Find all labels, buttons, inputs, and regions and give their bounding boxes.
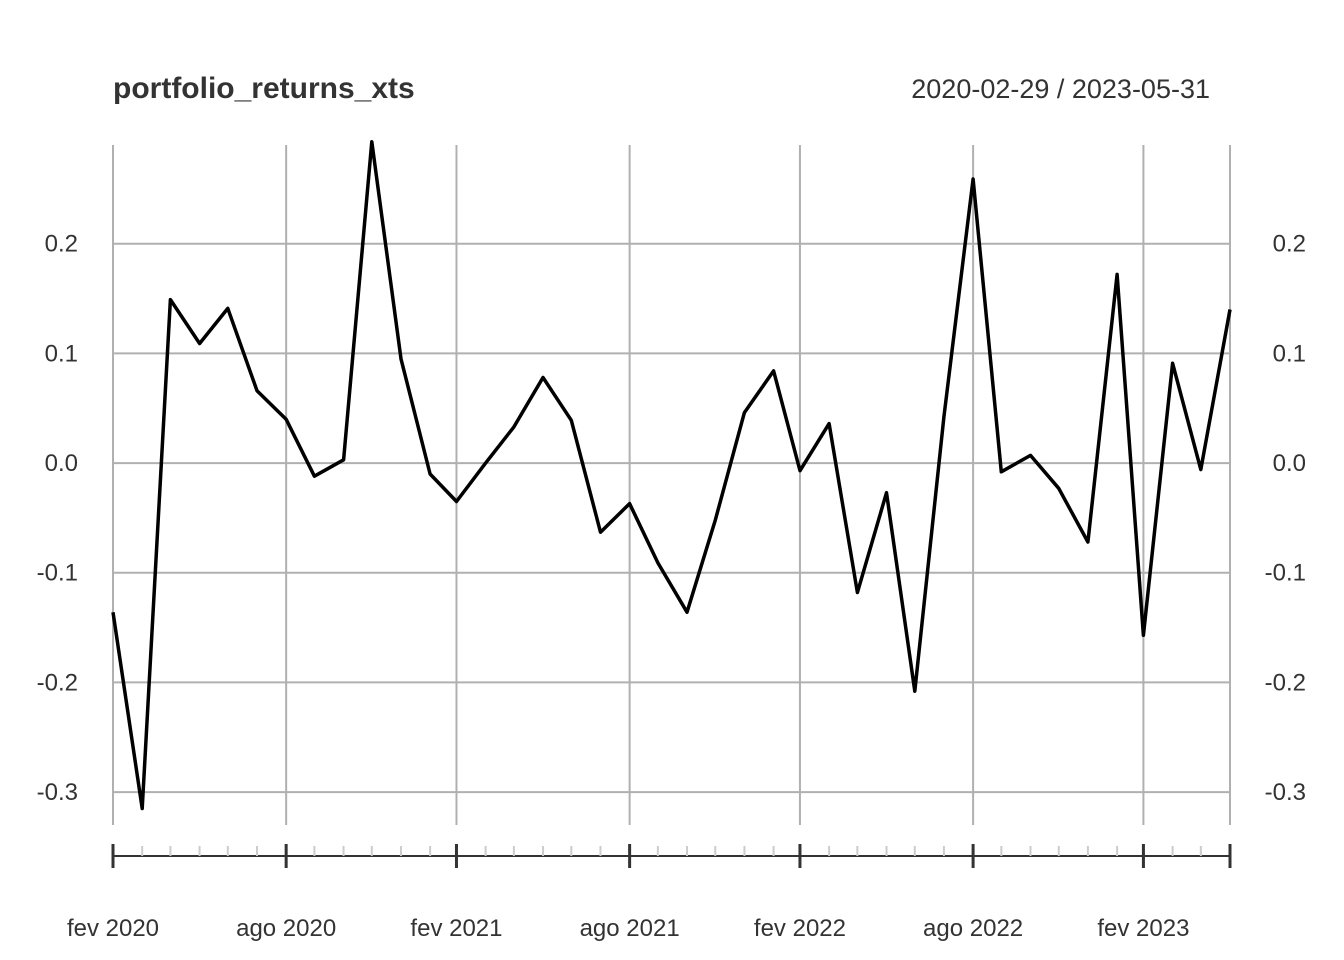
y-axis-left: -0.3 -0.2 -0.1 0.0 0.1 0.2 [37, 231, 78, 806]
y-tick-label-left: -0.3 [37, 779, 78, 806]
x-tick-label: ago 2022 [923, 915, 1023, 942]
x-tick-label: fev 2021 [410, 915, 502, 942]
y-tick-label-right: 0.2 [1273, 231, 1306, 258]
x-tick-label: fev 2022 [754, 915, 846, 942]
y-tick-label-left: -0.1 [37, 560, 78, 587]
x-tick-label: fev 2023 [1097, 915, 1189, 942]
series-line [111, 139, 1232, 811]
y-tick-label-right: -0.2 [1265, 669, 1306, 696]
y-tick-label-right: -0.1 [1265, 560, 1306, 587]
y-tick-label-right: -0.3 [1265, 779, 1306, 806]
y-tick-label-right: 0.1 [1273, 340, 1306, 367]
y-tick-label-left: 0.1 [45, 340, 78, 367]
grid [112, 145, 1231, 825]
x-tick-label: ago 2021 [580, 915, 680, 942]
chart-title: portfolio_returns_xts [113, 72, 415, 105]
x-tick-label: fev 2020 [67, 915, 159, 942]
y-tick-label-left: 0.0 [45, 450, 78, 477]
y-tick-label-right: 0.0 [1273, 450, 1306, 477]
y-tick-label-left: -0.2 [37, 669, 78, 696]
x-axis: fev 2020 ago 2020 fev 2021 ago 2021 fev 2022… [67, 844, 1232, 942]
date-range: 2020-02-29 / 2023-05-31 [911, 74, 1210, 104]
series-layer [111, 139, 1232, 811]
y-axis-right: -0.3 -0.2 -0.1 0.0 0.1 0.2 [1265, 231, 1306, 806]
y-tick-label-left: 0.2 [45, 231, 78, 258]
x-tick-label: ago 2020 [236, 915, 336, 942]
